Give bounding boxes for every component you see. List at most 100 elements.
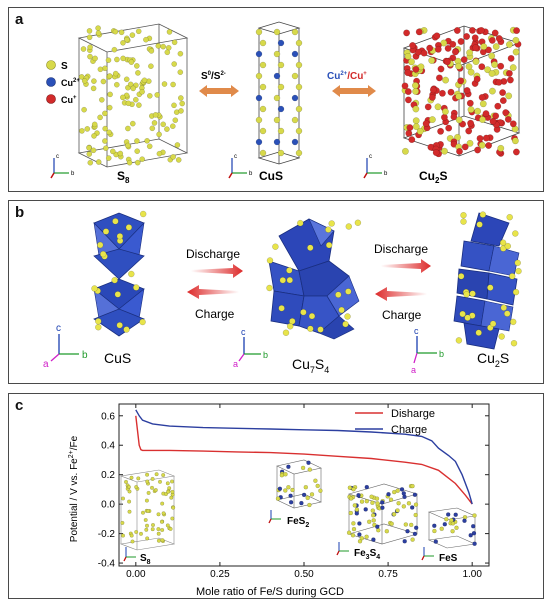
sulfur-atom (179, 100, 185, 107)
sulfur-atom (171, 505, 176, 510)
sulfur-atom (106, 104, 113, 111)
sulfur-atom (139, 156, 145, 162)
fes2-atom (283, 472, 288, 477)
cu2s-atom (412, 66, 420, 73)
sulfur-atom (154, 92, 160, 98)
cu2s-atom (499, 97, 507, 105)
sulfur-atom (157, 479, 162, 484)
series-line-charge (135, 409, 473, 505)
cu2s-atom (442, 76, 449, 84)
fes2-atom (306, 460, 311, 465)
fes-atom (433, 539, 438, 544)
sulfur-atom (107, 91, 113, 98)
sulfur-atom (84, 126, 91, 132)
panel-a-graphics: S Cu2+ Cu+ S0/S2- Cu2+/Cu+ c b c b (46, 21, 522, 185)
sulfur-atom (273, 50, 281, 58)
cu2s-atom (499, 89, 506, 97)
cu2s-atom (513, 27, 520, 34)
sulfur-atom (114, 81, 120, 88)
x-tick-label: 0.50 (294, 569, 314, 580)
fe3s4-atom (351, 526, 357, 532)
cu2s-atom (494, 102, 502, 110)
sulfur-atom (118, 29, 125, 36)
svg-text:b: b (249, 171, 253, 177)
cu2s-atom (467, 68, 475, 76)
sulfur-atom (86, 28, 93, 34)
sulfur-atom (95, 323, 102, 331)
fes2-atom (288, 493, 293, 499)
cu2s-atom (468, 26, 476, 34)
fe3s4-atom (389, 521, 394, 527)
sulfur-atom (129, 32, 136, 38)
cu2s-atom (505, 92, 513, 100)
sulfur-atom (156, 531, 161, 536)
axes-triad-b-cu7s4: c b a (233, 327, 268, 369)
sulfur-atom (342, 320, 349, 328)
fe3s4-atom (352, 503, 357, 508)
cus-crystal-structure (255, 21, 303, 165)
sulfur-atom (168, 526, 173, 531)
cu2s-atom (502, 109, 510, 117)
fes2-atom (307, 502, 312, 508)
fe3s4-atom (395, 488, 400, 493)
cu2s-atom (495, 78, 503, 86)
sulfur-atom (97, 114, 103, 121)
sulfur-atom (139, 318, 146, 326)
fes-atom (468, 533, 473, 538)
sulfur-atom (475, 329, 482, 336)
sulfur-atom (295, 105, 303, 113)
legend-label-charge: Charge (391, 424, 427, 436)
svg-text:c: c (56, 154, 59, 160)
sulfur-atom (338, 306, 345, 314)
sulfur-atom (295, 83, 303, 91)
sulfur-atom (120, 40, 126, 46)
sulfur-atom (291, 28, 299, 36)
sulfur-atom (172, 117, 179, 123)
fes2-atom (307, 467, 312, 472)
sulfur-atom (164, 49, 171, 56)
cu2s-atom (457, 38, 465, 45)
sulfur-atom (509, 273, 516, 280)
cu2s-atom (474, 107, 481, 115)
cu2s-atom (445, 124, 453, 132)
sulfur-atom (112, 28, 119, 35)
cu2s-atom (466, 139, 474, 147)
sulfur-atom (165, 523, 170, 528)
sulfur-atom (125, 224, 133, 231)
fe3s4-atom (357, 521, 362, 526)
fe3s4-atom (364, 534, 369, 540)
sulfur-atom (91, 121, 98, 128)
inset-axes-fes2 (268, 510, 281, 524)
svg-text:b: b (82, 350, 88, 361)
cu2s-atom (401, 82, 409, 90)
sulfur-atom (126, 484, 131, 489)
cu2s-atom (432, 149, 440, 157)
sulfur-atom (295, 149, 303, 157)
y-tick-label: 0.4 (101, 441, 115, 452)
sulfur-atom (130, 539, 135, 544)
sulfur-atom (151, 120, 158, 126)
sulfur-atom (128, 270, 135, 278)
structure-label-b-cu2s: Cu2S (477, 350, 509, 369)
fe3s4-atom (413, 502, 419, 507)
cu2s-atom (424, 103, 432, 111)
cu2s-atom (472, 44, 479, 52)
fes-atom (444, 516, 449, 522)
sulfur-atom (160, 43, 166, 50)
sulfur-atom (259, 105, 267, 113)
sulfur-atom (169, 495, 174, 500)
fe3s4-atom (386, 492, 391, 497)
panel-b-graphics: Discharge Charge Discharge Charge c b a … (43, 210, 522, 375)
sulfur-atom (145, 536, 150, 541)
sulfur-atom (163, 492, 168, 497)
cu2s-atom (447, 88, 455, 96)
sulfur-atom (177, 69, 184, 75)
fes-atom (450, 528, 455, 534)
fe3s4-atom (351, 487, 356, 492)
cu2s-polyhedra (453, 211, 522, 350)
fe3s4-atom (357, 539, 363, 544)
sulfur-atom (510, 318, 517, 326)
sulfur-atom (123, 326, 130, 333)
panel-a: a (8, 7, 544, 192)
copper-2-atom (255, 138, 263, 146)
